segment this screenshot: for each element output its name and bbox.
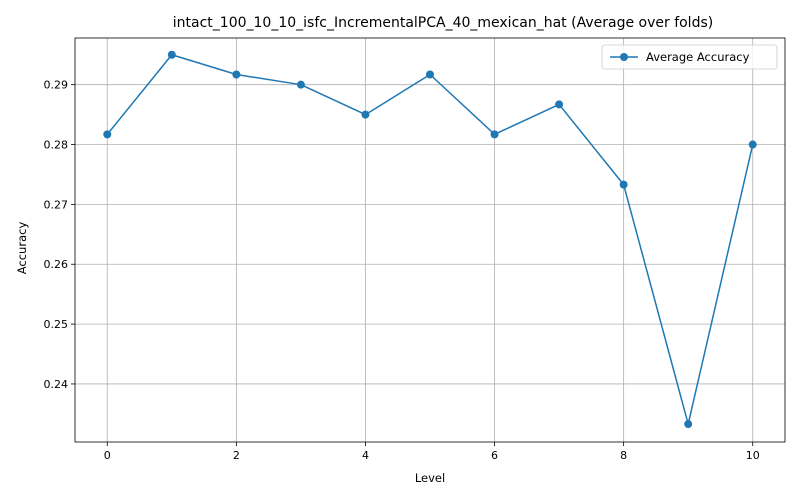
series-points (103, 50, 757, 429)
data-point (555, 100, 564, 109)
data-point (426, 70, 434, 79)
grid-lines (75, 38, 785, 442)
x-tick-label: 8 (620, 449, 627, 462)
x-axis-label: Level (415, 471, 445, 485)
y-tick-label: 0.29 (44, 79, 69, 92)
data-point (490, 130, 499, 139)
data-point (296, 80, 305, 89)
data-point (684, 420, 693, 429)
y-tick-label: 0.26 (44, 258, 69, 271)
x-tick-label: 2 (233, 449, 240, 462)
legend: Average Accuracy (601, 44, 778, 70)
x-axis-ticks: 0 2 4 6 8 10 (104, 442, 760, 462)
y-tick-label: 0.24 (44, 378, 69, 391)
data-point (361, 110, 370, 119)
plot-area-frame (74, 37, 786, 443)
y-tick-label: 0.27 (44, 198, 69, 211)
legend-label: Average Accuracy (646, 50, 750, 64)
y-axis-label: Accuracy (15, 222, 29, 275)
data-point (167, 50, 176, 59)
legend-marker (620, 53, 628, 61)
y-tick-label: 0.28 (44, 139, 69, 152)
data-point (619, 180, 628, 189)
legend-box (601, 44, 778, 70)
x-tick-label: 4 (362, 449, 369, 462)
y-axis-ticks: 0.24 0.25 0.26 0.27 0.28 0.29 (44, 79, 75, 391)
x-tick-label: 6 (491, 449, 498, 462)
chart-title: intact_100_10_10_isfc_IncrementalPCA_40_… (173, 15, 713, 31)
data-point (232, 70, 241, 79)
x-tick-label: 0 (104, 449, 111, 462)
x-tick-label: 10 (746, 449, 760, 462)
data-point (748, 140, 757, 149)
y-tick-label: 0.25 (44, 318, 69, 331)
data-point (103, 130, 112, 139)
